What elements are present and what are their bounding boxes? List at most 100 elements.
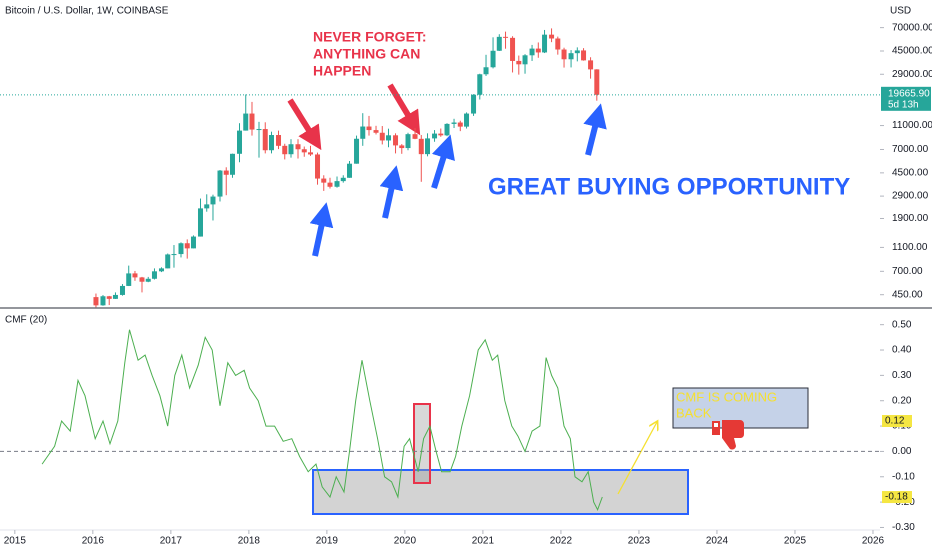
candle-body <box>321 178 327 183</box>
candle-body <box>295 144 301 150</box>
x-tick-label: 2016 <box>82 536 105 547</box>
candle-body <box>112 294 118 299</box>
y-tick-label: 70000.00 <box>892 22 932 33</box>
y-tick-label: 2900.00 <box>892 191 929 202</box>
x-tick-label: 2020 <box>394 536 417 547</box>
value-marker-label: 0.12 <box>885 416 905 427</box>
candle-body <box>471 94 477 114</box>
x-tick-label: 2018 <box>238 536 261 547</box>
candle-body <box>307 152 313 155</box>
candle-body <box>438 133 444 136</box>
candle-body <box>594 69 600 95</box>
y-tick-label: 7000.00 <box>892 144 929 155</box>
candle-body <box>588 60 594 70</box>
candle-body <box>516 60 522 65</box>
candle-body <box>477 74 483 95</box>
candle-body <box>237 130 243 154</box>
candle-body <box>151 271 157 279</box>
candle-body <box>535 48 541 53</box>
x-tick-label: 2019 <box>316 536 339 547</box>
x-tick-label: 2025 <box>784 536 807 547</box>
y-tick-label: 0.50 <box>892 319 912 330</box>
y-tick-label: 1900.00 <box>892 213 929 224</box>
y-tick-label: 29000.00 <box>892 69 932 80</box>
last-price-label: 19665.90 <box>888 88 930 99</box>
arrow <box>431 134 455 189</box>
indicator-title: CMF (20) <box>5 315 47 326</box>
candle-body <box>184 243 190 249</box>
candle-body <box>542 34 548 53</box>
y-tick-label: 700.00 <box>892 266 923 277</box>
last-price-box <box>881 86 931 111</box>
y-tick-label: -0.30 <box>892 522 915 533</box>
candle-body <box>197 208 203 237</box>
candle-body <box>549 34 555 39</box>
candle-body <box>229 153 235 175</box>
candle-body <box>139 277 145 282</box>
candle-body <box>126 273 132 286</box>
candle-body <box>158 268 164 272</box>
candle-body <box>256 129 262 131</box>
candle-body <box>555 38 561 50</box>
candle-body <box>249 113 255 130</box>
y-tick-label: 0.40 <box>892 345 912 356</box>
candle-body <box>354 138 360 164</box>
annotation: CMF IS COMING <box>676 389 777 404</box>
y-tick-label: 1100.00 <box>892 242 928 253</box>
candle-body <box>334 181 340 187</box>
chart-title: Bitcoin / U.S. Dollar, 1W, COINBASE <box>5 6 169 17</box>
y-tick-label: 0.20 <box>892 395 912 406</box>
annotation: ANYTHING CAN <box>313 46 420 62</box>
countdown-label: 5d 13h <box>888 99 919 110</box>
x-tick-label: 2023 <box>628 536 651 547</box>
candle-body <box>574 50 580 54</box>
candle-body <box>561 49 567 60</box>
candle-body <box>132 273 138 278</box>
candle-body <box>432 133 438 139</box>
candle-body <box>178 243 184 255</box>
x-tick-label: 2026 <box>862 536 885 547</box>
annotation: BACK <box>676 405 712 420</box>
candle-body <box>568 53 574 60</box>
candle-body <box>204 204 210 209</box>
y-tick-label: 45000.00 <box>892 46 932 57</box>
arrow <box>309 202 334 257</box>
candle-body <box>106 296 112 299</box>
candle-body <box>276 135 282 146</box>
candle-body <box>360 126 366 139</box>
candle-body <box>399 145 405 149</box>
candle-body <box>171 254 177 256</box>
annotation: GREAT BUYING OPPORTUNITY <box>488 173 850 200</box>
candle-body <box>210 196 216 205</box>
arrow <box>617 422 657 495</box>
candle-body <box>93 297 99 306</box>
candle-body <box>268 135 274 151</box>
candle-body <box>190 236 196 249</box>
candle-body <box>393 135 399 146</box>
y-tick-label: 450.00 <box>892 289 923 300</box>
candle-body <box>223 170 229 175</box>
arrow <box>583 103 607 156</box>
candle-body <box>347 163 353 178</box>
arrows <box>287 83 607 257</box>
y-tick-label: -0.10 <box>892 471 915 482</box>
candle-body <box>510 37 516 61</box>
candle-body <box>503 36 509 38</box>
candle-body <box>483 67 489 75</box>
candle-body <box>496 36 502 51</box>
candle-body <box>490 50 496 68</box>
candle-body <box>418 138 424 155</box>
candle-body <box>119 285 125 295</box>
value-marker-box <box>882 415 912 427</box>
candle-body <box>581 50 587 61</box>
candle-body <box>165 254 171 269</box>
highlight-box <box>312 469 689 515</box>
x-tick-label: 2024 <box>706 536 729 547</box>
y-tick-label: 0.30 <box>892 370 912 381</box>
candle-body <box>379 132 385 141</box>
axis-unit: USD <box>890 6 911 17</box>
candle-body <box>340 177 346 182</box>
candle-body <box>366 126 372 131</box>
